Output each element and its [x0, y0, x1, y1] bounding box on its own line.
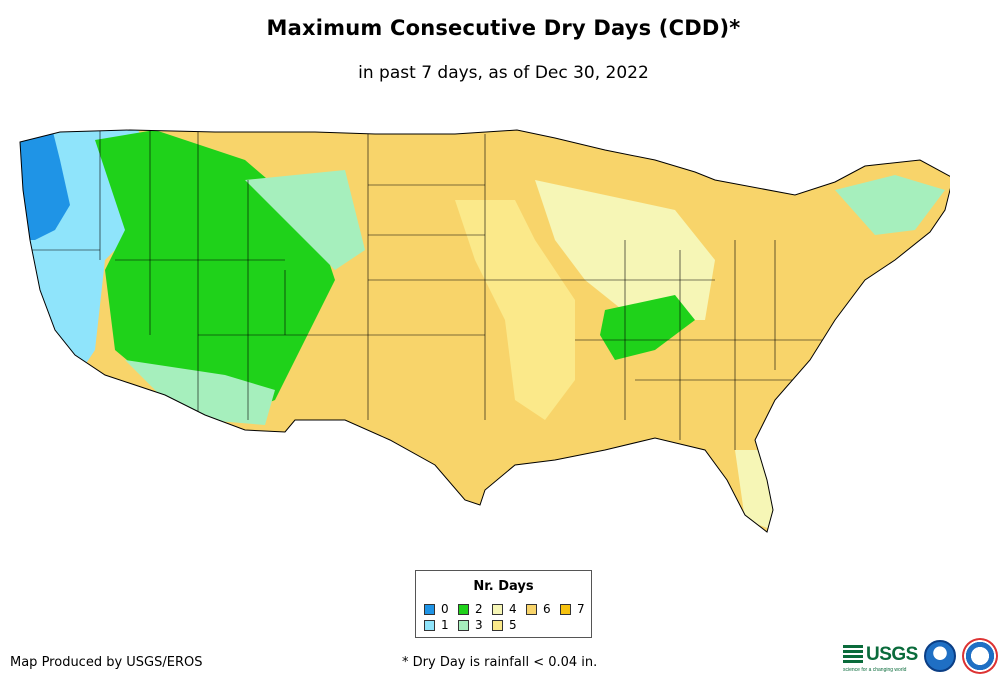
legend-swatch — [492, 619, 503, 631]
dry-day-note: * Dry Day is rainfall < 0.04 in. — [402, 655, 598, 670]
region-coast-wet — [20, 130, 70, 240]
usgs-logo-text: USGS — [866, 644, 918, 665]
legend-item-7: 7 — [560, 602, 585, 616]
noaa-logo-icon — [924, 640, 956, 672]
legend-item-3: 3 — [458, 618, 483, 632]
legend-label: 6 — [543, 602, 551, 616]
legend-item-4: 4 — [492, 602, 517, 616]
region-ne-green — [835, 175, 945, 235]
legend-swatch — [458, 619, 469, 631]
region-tn-green — [600, 295, 695, 360]
legend: Nr. Days 0 1 2 3 4 5 6 7 — [415, 570, 592, 638]
credit-text: Map Produced by USGS/EROS — [10, 655, 203, 670]
map-title: Maximum Consecutive Dry Days (CDD)* — [266, 16, 741, 40]
legend-swatch — [424, 603, 435, 615]
legend-label: 0 — [441, 602, 449, 616]
legend-item-0: 0 — [424, 602, 449, 616]
legend-item-6: 6 — [526, 602, 551, 616]
map-subtitle: in past 7 days, as of Dec 30, 2022 — [358, 63, 649, 83]
legend-item-1: 1 — [424, 618, 449, 632]
nws-logo-icon — [962, 638, 998, 674]
legend-label: 4 — [509, 602, 517, 616]
region-sw-light — [125, 360, 275, 425]
usgs-mark-icon — [843, 645, 863, 665]
legend-swatch — [424, 619, 435, 631]
legend-label: 2 — [475, 602, 483, 616]
legend-swatch — [560, 603, 571, 615]
legend-label: 7 — [577, 602, 585, 616]
us-outline — [19, 129, 950, 533]
legend-label: 3 — [475, 618, 483, 632]
legend-item-5: 5 — [492, 618, 517, 632]
legend-title: Nr. Days — [473, 579, 534, 594]
legend-swatch — [492, 603, 503, 615]
state-lines — [25, 130, 835, 450]
usgs-logo: USGS — [843, 642, 918, 668]
legend-swatch — [458, 603, 469, 615]
us-cdd-map — [19, 129, 950, 533]
legend-label: 1 — [441, 618, 449, 632]
region-rockies-light — [245, 170, 365, 270]
legend-item-2: 2 — [458, 602, 483, 616]
legend-swatch — [526, 603, 537, 615]
legend-label: 5 — [509, 618, 517, 632]
usgs-tagline: science for a changing world — [843, 667, 907, 673]
